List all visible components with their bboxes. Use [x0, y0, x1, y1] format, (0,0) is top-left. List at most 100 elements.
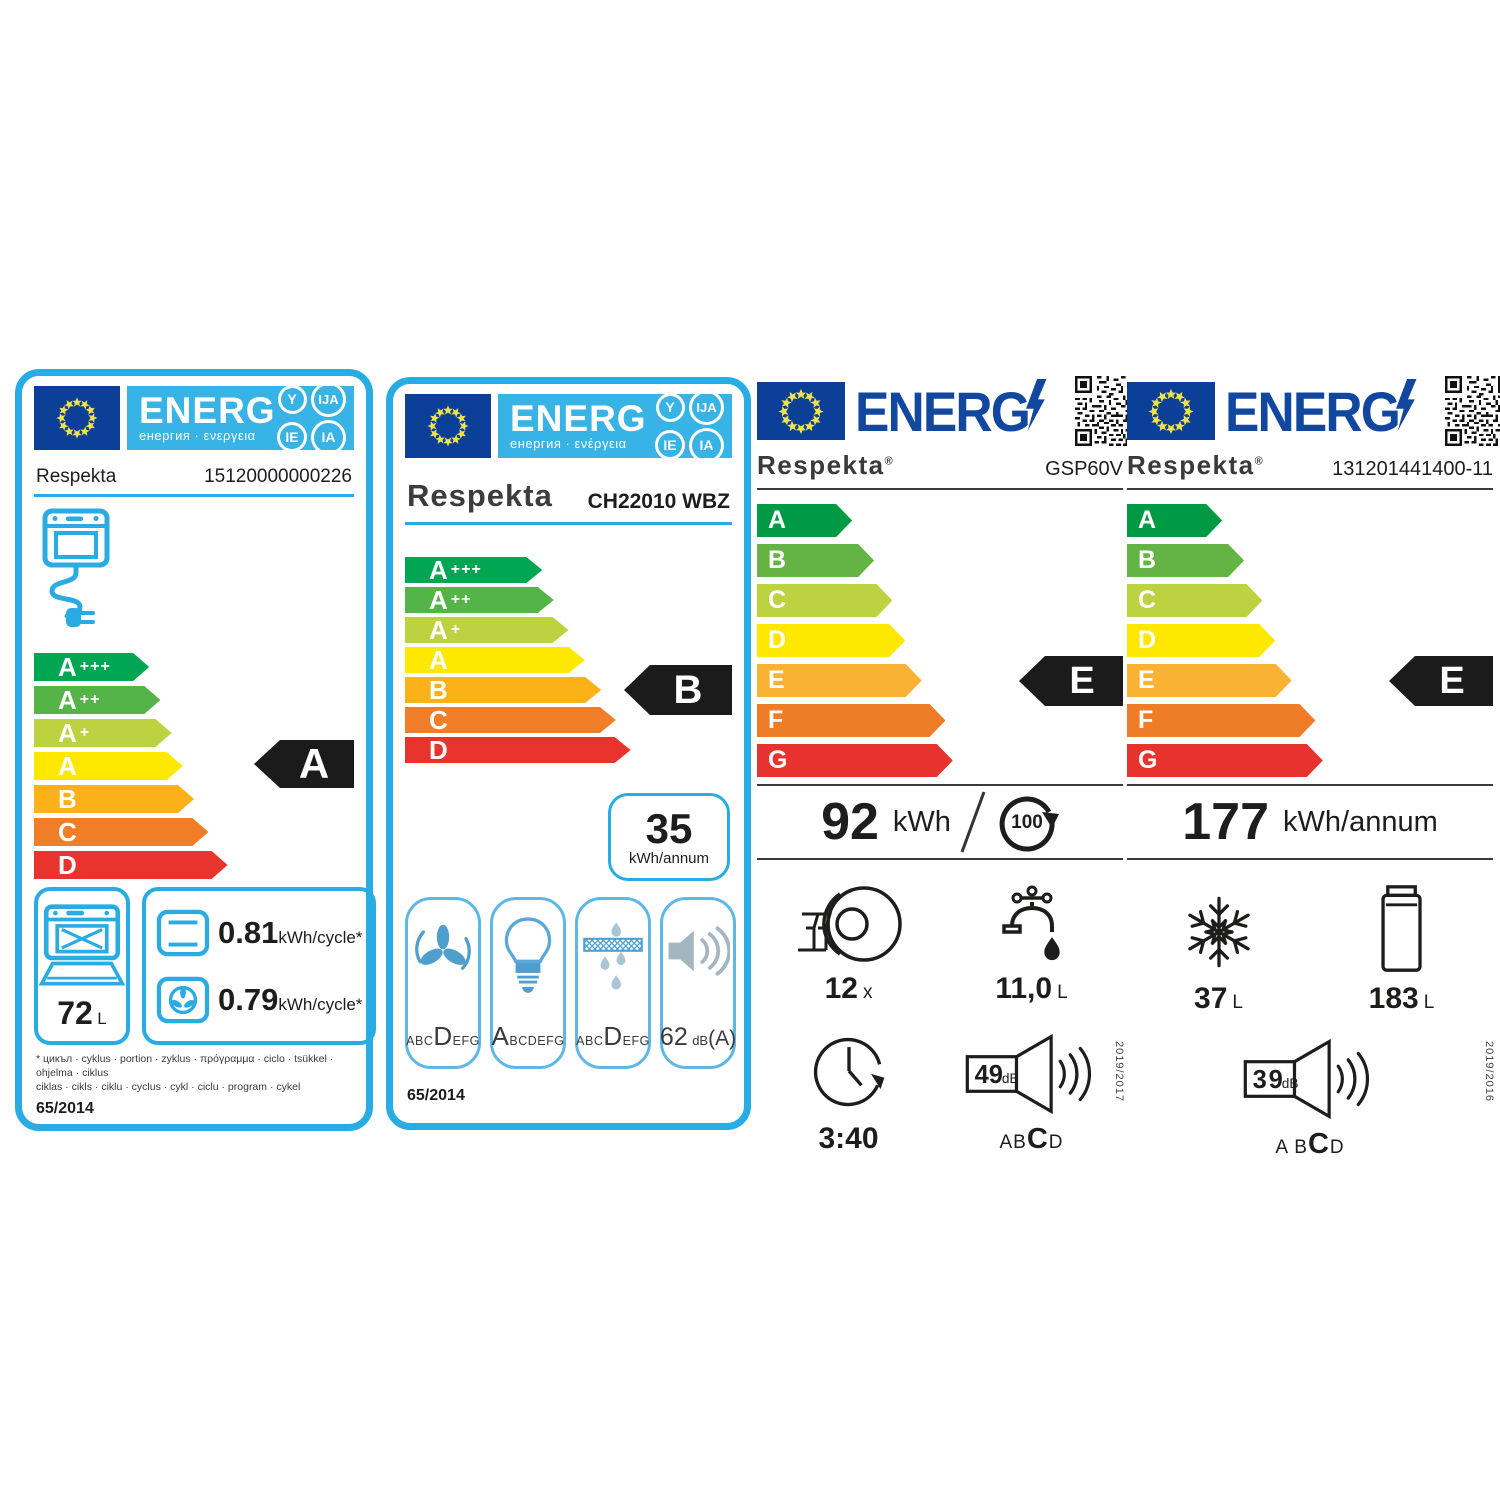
eu-flag-icon: [405, 394, 491, 458]
cavity-volume: 72 L: [57, 994, 107, 1031]
eu-flag-icon: [757, 382, 845, 440]
fluid-efficiency-box: ABCDEFG: [405, 897, 481, 1069]
svg-text:100: 100: [1011, 812, 1043, 833]
scale-bar-f: F: [757, 704, 945, 737]
brand-row: Respekta® GSP60V: [757, 450, 1123, 490]
brand-name: Respekta®: [757, 450, 895, 480]
efficiency-scale: A B C D E F G E: [1127, 504, 1493, 777]
label-header: ENERG: [757, 374, 1123, 448]
grease-filter-box: ABCDEFG: [575, 897, 651, 1069]
scale-bar-a: A: [1127, 504, 1222, 537]
scale-bar-g: G: [1127, 744, 1323, 777]
noise-cell: 49 dB ABCD: [940, 1028, 1123, 1156]
scale-bar-a: A: [405, 647, 585, 673]
bottle-icon: [1380, 885, 1422, 972]
scale-bar-b: B: [405, 677, 601, 703]
scale-bar-d: D: [1127, 624, 1275, 657]
scale-bar-a: A: [757, 504, 852, 537]
scale-bar-a2: A ++: [34, 686, 160, 714]
capacity-cell: 12 x: [757, 884, 940, 1006]
regulation-number: 65/2014: [407, 1087, 465, 1104]
scale-bar-a1: A +: [34, 719, 172, 747]
energy-consumption-row: 92 kWh 100: [757, 786, 1123, 858]
clock-icon: [813, 1037, 884, 1107]
water-value: 11,0 L: [995, 972, 1068, 1005]
scale-bar-c: C: [1127, 584, 1262, 617]
badge-ie: IE: [277, 422, 307, 452]
eu-flag-icon: [1127, 382, 1215, 440]
language-badges: Y IJA IE IA: [277, 381, 346, 455]
label-header: ENERG енергия · ενεργεια Y IJA IE IA: [34, 381, 354, 455]
grease-filter-icon: [583, 922, 643, 990]
noise-value: 62 dB(A): [659, 1023, 737, 1051]
fridge-volume: 183 L: [1368, 982, 1435, 1015]
energy-label-oven: ENERG енергия · ενεργεια Y IJA IE IA Res…: [15, 369, 377, 1131]
footnote: * цикъл · cyklus · portion · zyklus · πρ…: [36, 1053, 334, 1094]
annual-energy-unit: kWh/annum: [628, 849, 710, 867]
brand-row: Respekta CH22010 WBZ: [405, 478, 732, 525]
label-header: ENERG: [1127, 374, 1493, 448]
volume-box: 72 L: [34, 887, 130, 1045]
svg-text:39: 39: [1253, 1066, 1285, 1094]
oven-fan-icon: [156, 976, 210, 1023]
brand-row: Respekta® 131201441400-11: [1127, 450, 1493, 490]
scale-bar-c: C: [34, 818, 208, 846]
regulation-number: 65/2014: [36, 1099, 94, 1117]
scale-bar-b: B: [34, 785, 194, 813]
rating-arrow: B: [624, 665, 732, 715]
energ-wordmark: ENERG: [139, 389, 276, 431]
scale-bar-e: E: [757, 664, 922, 697]
energy-label-hood: ENERG енергия · ενέργεια Y IJA IE IA Res…: [386, 377, 751, 1130]
efficiency-scale: A +++ A ++ A + A B C D A: [34, 653, 354, 879]
scale-bar-b: B: [757, 544, 874, 577]
scale-bar-a1: A +: [405, 617, 569, 643]
badge-ija: IJA: [689, 389, 724, 425]
noise-cell: 39 dB A BCD: [1127, 1038, 1493, 1161]
scale-bar-b: B: [1127, 544, 1244, 577]
regulation-number: 2019/2016: [1483, 1041, 1495, 1102]
speaker-icon: 39 dB: [1243, 1038, 1369, 1120]
lighting-efficiency-box: ABCDEFG: [490, 897, 566, 1069]
fluid-class: ABCDEFG: [406, 1021, 480, 1051]
per-icon: [960, 791, 986, 853]
badge-y: Y: [655, 392, 685, 422]
label-header: ENERG енергия · ενέργεια Y IJA IE IA: [405, 389, 732, 463]
scale-bar-e: E: [1127, 664, 1292, 697]
rating-arrow: E: [1389, 656, 1493, 706]
energ-wordmark: ENERG: [510, 397, 647, 439]
energy-consumption-row: 177 kWh/annum: [1182, 793, 1438, 851]
fan-icon: [415, 924, 471, 970]
badge-ija: IJA: [311, 381, 346, 417]
brand-name: Respekta®: [1127, 450, 1265, 480]
fridge-cell: 183 L: [1310, 884, 1493, 1016]
speaker-icon: 49 dB: [965, 1033, 1091, 1115]
brand-name: Respekta: [407, 478, 553, 513]
energ-subtitle: енергия · ενέργεια: [510, 436, 627, 452]
cycles-icon: 100: [999, 796, 1059, 852]
scale-bar-d: D: [34, 851, 228, 879]
energ-band: ENERG енергия · ενεργεια Y IJA IE IA: [127, 381, 354, 455]
badge-ia: IA: [311, 419, 346, 455]
details-grid: 12 x 11,0 L 3:40: [757, 884, 1123, 1156]
brand-name: Respekta: [36, 466, 117, 487]
duration-cell: 3:40: [757, 1028, 940, 1156]
efficiency-scale: A +++ A ++ A + A B C D B: [405, 557, 732, 763]
capacity-value: 12 x: [824, 972, 873, 1005]
energ-band: ENERG енергия · ενέργεια Y IJA IE IA: [498, 389, 732, 463]
consumption-box: 0.81kWh/cycle* 0.79kWh/cycle*: [142, 887, 377, 1045]
regulation-number: 2019/2017: [1113, 1041, 1125, 1102]
scale-bar-c: C: [757, 584, 892, 617]
scale-bar-d: D: [405, 737, 631, 763]
water-tap-icon: [1001, 885, 1060, 961]
model-number: 131201441400-11: [1332, 458, 1493, 480]
speaker-icon: [668, 926, 730, 976]
oven-conventional-icon: [156, 909, 210, 956]
noise-class: A BCD: [1275, 1128, 1345, 1160]
model-number: GSP60V: [1045, 458, 1123, 480]
scale-bar-a3: A +++: [405, 557, 542, 583]
lightning-icon: [1396, 378, 1417, 431]
fan-consumption: 0.79kWh/cycle*: [156, 976, 362, 1024]
scale-bar-a2: A ++: [405, 587, 554, 613]
badge-ia: IA: [689, 427, 724, 463]
